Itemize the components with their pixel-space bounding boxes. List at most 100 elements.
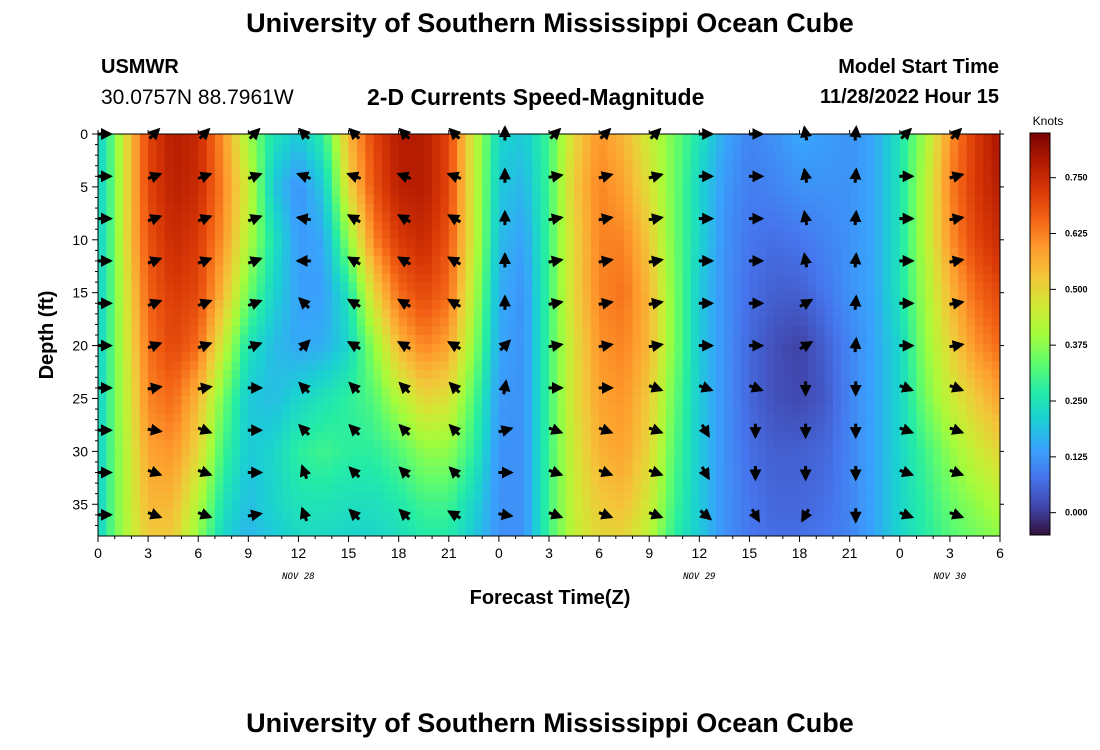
heatmap-cell	[515, 282, 525, 292]
heatmap-cell	[891, 238, 901, 249]
heatmap-cell	[206, 238, 216, 249]
heatmap-cell	[415, 387, 425, 397]
heatmap-cell	[816, 483, 826, 493]
heatmap-cell	[290, 466, 300, 476]
heatmap-cell	[883, 518, 893, 528]
heatmap-cell	[415, 230, 425, 240]
heatmap-cell	[791, 300, 801, 310]
heatmap-cell	[774, 317, 784, 327]
heatmap-cell	[782, 439, 792, 450]
heatmap-cell	[473, 457, 483, 467]
heatmap-cell	[373, 291, 383, 301]
heatmap-cell	[565, 142, 575, 153]
heatmap-cell	[866, 466, 876, 476]
heatmap-cell	[983, 203, 993, 214]
heatmap-cell	[148, 282, 158, 292]
heatmap-cell	[858, 273, 867, 284]
heatmap-cell	[866, 518, 876, 528]
heatmap-cell	[214, 282, 224, 292]
heatmap-cell	[123, 247, 133, 257]
heatmap-cell	[841, 369, 851, 380]
heatmap-cell	[991, 431, 1000, 441]
heatmap-cell	[448, 265, 458, 275]
heatmap-cell	[807, 422, 817, 432]
heatmap-cell	[949, 326, 959, 336]
heatmap-cell	[340, 151, 350, 161]
heatmap-cell	[874, 326, 884, 336]
heatmap-cell	[390, 378, 400, 389]
heatmap-cell	[574, 168, 584, 179]
heatmap-cell	[565, 134, 575, 144]
heatmap-cell	[649, 273, 659, 284]
heatmap-cell	[832, 273, 842, 284]
heatmap-cell	[164, 317, 174, 327]
heatmap-cell	[432, 474, 442, 485]
heatmap-cell	[824, 387, 834, 397]
heatmap-cell	[565, 335, 575, 345]
heatmap-cell	[290, 335, 300, 345]
heatmap-cell	[156, 291, 166, 301]
heatmap-cell	[482, 273, 492, 284]
heatmap-cell	[206, 501, 216, 511]
heatmap-cell	[590, 474, 600, 485]
heatmap-cell	[941, 142, 951, 153]
heatmap-cell	[841, 483, 851, 493]
heatmap-cell	[265, 308, 274, 319]
heatmap-cell	[440, 168, 450, 179]
heatmap-cell	[590, 168, 600, 179]
heatmap-cell	[966, 265, 976, 275]
heatmap-cell	[615, 483, 625, 493]
heatmap-cell	[916, 413, 926, 423]
heatmap-cell	[807, 335, 817, 345]
heatmap-cell	[615, 151, 625, 161]
heatmap-cell	[933, 256, 943, 266]
heatmap-cell	[782, 282, 792, 292]
heatmap-cell	[440, 369, 450, 380]
heatmap-cell	[974, 195, 984, 205]
heatmap-cell	[849, 195, 859, 205]
heatmap-cell	[148, 203, 158, 214]
heatmap-cell	[966, 343, 976, 354]
heatmap-cell	[640, 177, 650, 188]
heatmap-cell	[716, 186, 725, 196]
heatmap-cell	[974, 369, 984, 380]
heatmap-cell	[265, 273, 274, 284]
heatmap-cell	[223, 422, 233, 432]
heatmap-cell	[565, 282, 575, 292]
heatmap-cell	[198, 404, 208, 415]
heatmap-cell	[874, 466, 884, 476]
heatmap-cell	[966, 308, 976, 319]
heatmap-cell	[373, 212, 383, 222]
heatmap-cell	[523, 168, 533, 179]
heatmap-cell	[724, 343, 734, 354]
heatmap-cell	[114, 448, 124, 458]
heatmap-cell	[123, 221, 133, 231]
heatmap-cell	[490, 265, 500, 275]
heatmap-cell	[941, 308, 951, 319]
heatmap-cell	[599, 317, 609, 327]
heatmap-cell	[899, 291, 909, 301]
heatmap-cell	[632, 326, 642, 336]
heatmap-cell	[239, 168, 249, 179]
heatmap-cell	[315, 439, 325, 450]
heatmap-cell	[281, 501, 291, 511]
heatmap-cell	[974, 256, 984, 266]
heatmap-cell	[381, 466, 391, 476]
heatmap-cell	[381, 256, 391, 266]
heatmap-cell	[824, 378, 834, 389]
heatmap-cell	[432, 492, 442, 502]
heatmap-cell	[239, 160, 249, 170]
heatmap-cell	[799, 335, 809, 345]
heatmap-cell	[540, 142, 550, 153]
heatmap-cell	[632, 343, 642, 354]
heatmap-cell	[407, 203, 416, 214]
heatmap-cell	[549, 238, 558, 249]
heatmap-cell	[98, 160, 107, 170]
heatmap-cell	[231, 518, 241, 528]
heatmap-cell	[574, 335, 584, 345]
heatmap-cell	[582, 369, 592, 380]
heatmap-cell	[724, 378, 734, 389]
heatmap-cell	[365, 134, 375, 144]
heatmap-cell	[164, 291, 174, 301]
heatmap-cell	[398, 396, 408, 406]
